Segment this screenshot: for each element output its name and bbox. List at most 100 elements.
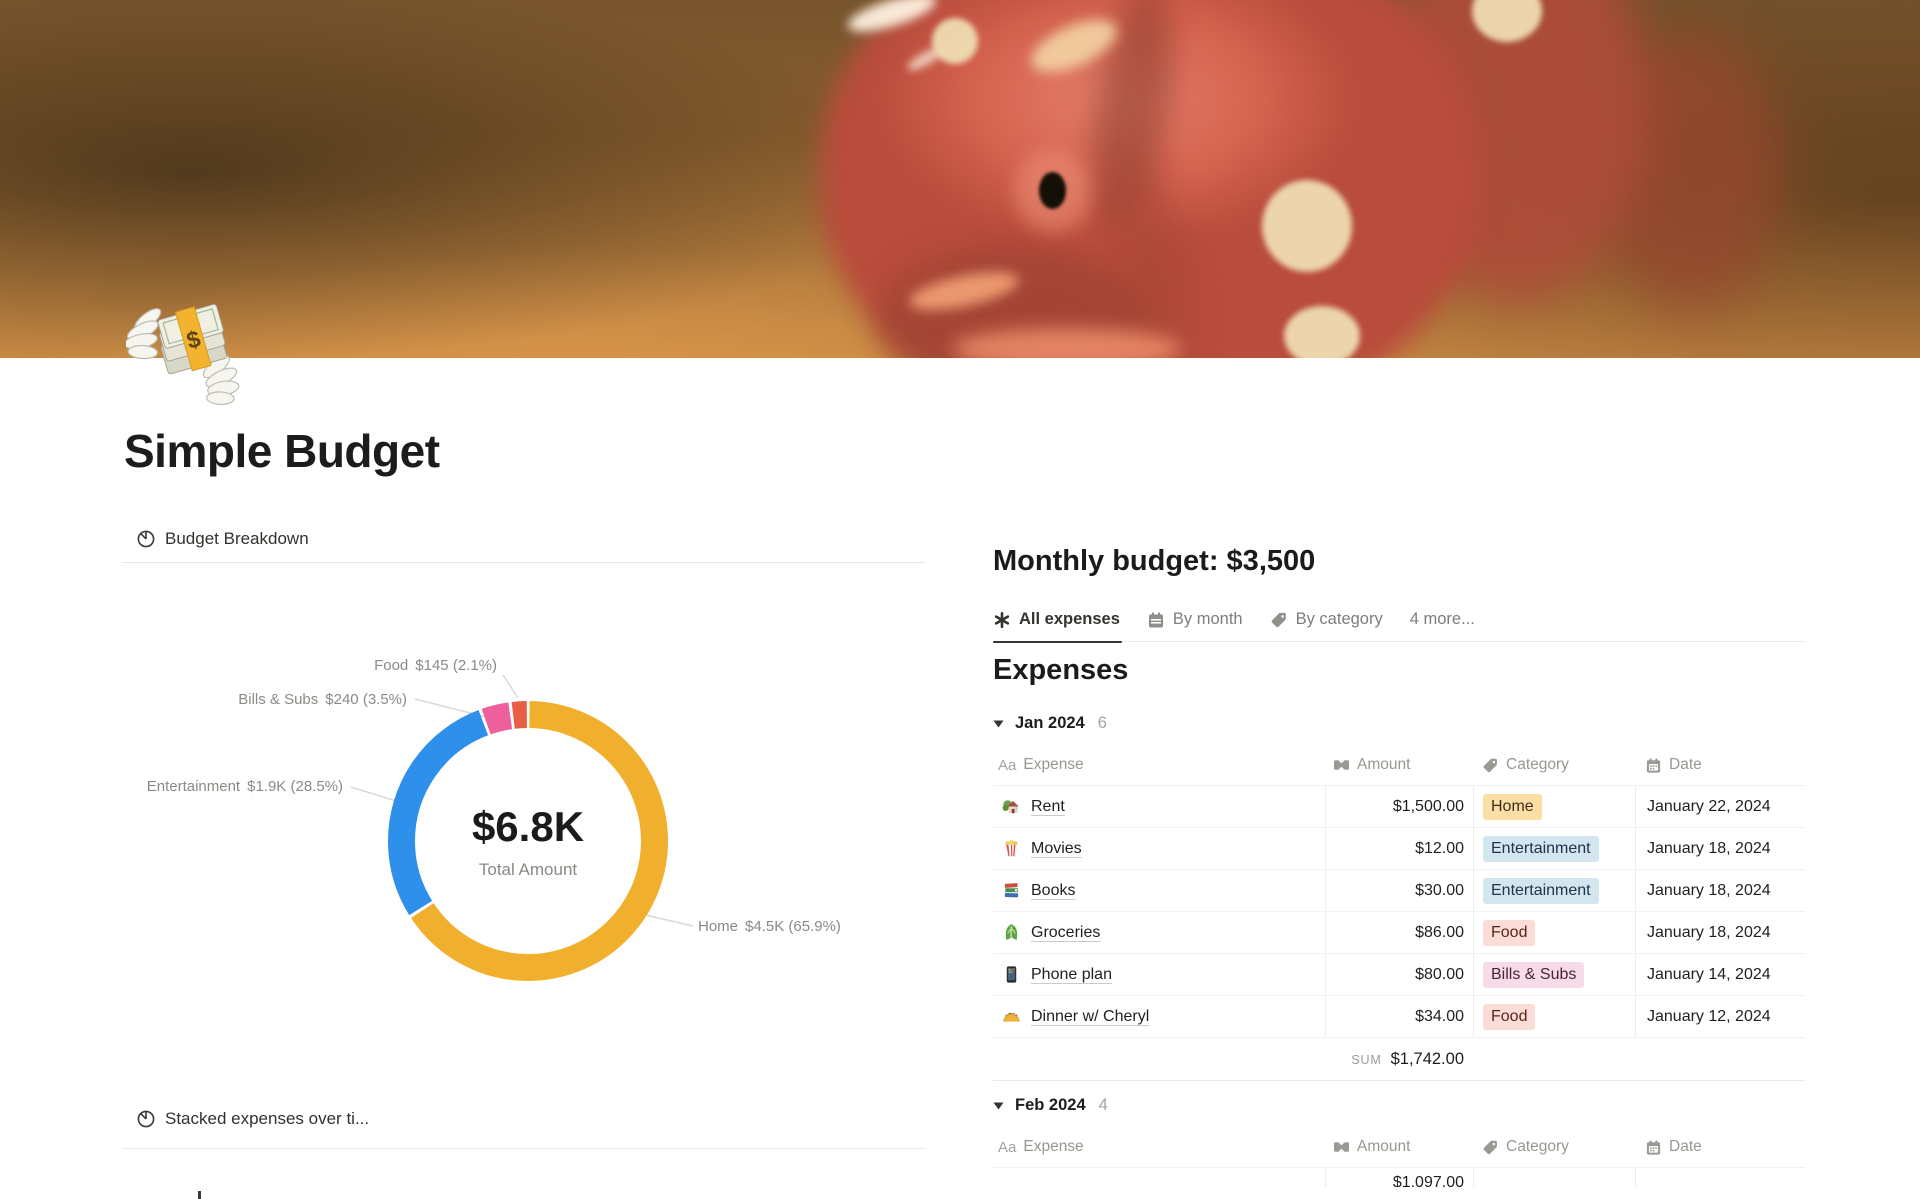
date-cell[interactable]: January 18, 2024 (1635, 828, 1805, 869)
group-header-feb-2024: Feb 2024 4 (993, 1096, 1805, 1115)
divider (122, 1148, 925, 1149)
expense-name-cell[interactable]: Movies (993, 828, 1325, 869)
budget-database: Monthly budget: $3,500 All expenses By m… (993, 530, 1805, 1187)
table-row-books: Books $30.00 Entertainment January 18, 2… (993, 869, 1805, 911)
calendar-icon (1646, 757, 1661, 773)
sum-label: SUM (1351, 1052, 1382, 1067)
expense-name-cell[interactable]: Books (993, 870, 1325, 911)
money-with-wings-icon: $ (123, 303, 240, 406)
amount-cell[interactable]: $1,500.00 (1325, 786, 1473, 827)
budget-breakdown-header[interactable]: Budget Breakdown (136, 529, 309, 549)
date-cell[interactable]: January 18, 2024 (1635, 870, 1805, 911)
category-cell[interactable]: Bills & Subs (1473, 954, 1635, 995)
amount-cell[interactable]: $12.00 (1325, 828, 1473, 869)
column-header-expense[interactable]: Aa Expense (998, 1138, 1084, 1156)
tab-more-views[interactable]: 4 more... (1409, 610, 1475, 628)
expense-name-cell[interactable]: Rent (993, 786, 1325, 827)
category-tag: Food (1483, 1003, 1536, 1030)
amount-cell[interactable]: $34.00 (1325, 996, 1473, 1037)
text-property-icon: Aa (998, 756, 1017, 774)
category-cell[interactable]: Home (1473, 786, 1635, 827)
taco-emoji-icon (1003, 1012, 1020, 1022)
tag-icon (1483, 1140, 1497, 1154)
piggy-bank-spot (1262, 180, 1352, 272)
donut-center: $6.8K Total Amount (383, 696, 673, 986)
category-cell[interactable]: Food (1473, 996, 1635, 1037)
date-cell[interactable]: January 12, 2024 (1635, 996, 1805, 1037)
page-icon-money-with-wings[interactable]: $ (123, 300, 244, 408)
column-header-amount[interactable]: Amount (1325, 1138, 1473, 1156)
expense-name-cell[interactable]: Dinner w/ Cheryl (993, 996, 1325, 1037)
group-count: 6 (1097, 714, 1107, 732)
column-header-amount[interactable]: Amount (1325, 756, 1473, 774)
expense-name[interactable]: Dinner w/ Cheryl (1031, 1007, 1150, 1025)
date-cell[interactable]: January 22, 2024 (1635, 786, 1805, 827)
donut-label-home: Home $4.5K (65.9%) (698, 918, 841, 935)
collapse-triangle-icon[interactable] (993, 720, 1004, 728)
piggy-bank-background-blob (1600, 30, 1780, 310)
amount-cell[interactable]: $30.00 (1325, 870, 1473, 911)
amount-cell[interactable]: $1,097.00 (1325, 1168, 1473, 1187)
donut-segment-entertainment (388, 701, 668, 981)
category-cell[interactable] (1473, 1168, 1635, 1187)
stacked-expenses-title: Stacked expenses over ti... (165, 1109, 370, 1128)
monthly-budget-heading: Monthly budget: $3,500 (993, 545, 1316, 577)
sum-row[interactable]: SUM $1,742.00 (993, 1038, 1805, 1081)
expense-name[interactable]: Rent (1031, 797, 1065, 815)
column-header-date[interactable]: Date (1635, 756, 1805, 774)
expense-name[interactable]: Books (1031, 881, 1076, 899)
tab-by-category[interactable]: By category (1270, 610, 1383, 629)
pie-chart-icon (137, 1110, 155, 1128)
banknote-icon (1333, 760, 1350, 770)
donut-total-label: Total Amount (478, 859, 578, 879)
collapse-triangle-icon[interactable] (993, 1102, 1004, 1110)
expense-name[interactable]: Phone plan (1031, 965, 1112, 983)
date-cell[interactable] (1635, 1168, 1805, 1187)
piggy-bank-chin-highlight (952, 328, 1182, 358)
piggy-bank-gloss (844, 0, 940, 39)
tab-all-expenses[interactable]: All expenses (993, 610, 1122, 643)
amount-cell[interactable]: $80.00 (1325, 954, 1473, 995)
column-header-expense[interactable]: Aa Expense (998, 756, 1084, 774)
cover-image (0, 0, 1920, 358)
category-tag: Home (1483, 793, 1542, 820)
table-body: Rent $1,500.00 Home January 22, 2024 Mov… (993, 785, 1805, 1038)
category-tag: Entertainment (1483, 877, 1599, 904)
column-header-category[interactable]: Category (1473, 756, 1635, 774)
expense-name[interactable]: Movies (1031, 839, 1082, 857)
page-title: Simple Budget (124, 425, 440, 477)
category-cell[interactable]: Entertainment (1473, 870, 1635, 911)
date-cell[interactable]: January 18, 2024 (1635, 912, 1805, 953)
date-cell[interactable]: January 14, 2024 (1635, 954, 1805, 995)
category-tag: Food (1483, 919, 1536, 946)
piggy-bank-shoulder (1380, 0, 1650, 300)
budget-breakdown-title: Budget Breakdown (165, 529, 309, 548)
expense-name-cell[interactable] (993, 1168, 1325, 1187)
banknote-icon (1333, 1142, 1350, 1152)
table-row-partial: $1,097.00 (993, 1167, 1805, 1187)
charts-column: Budget Breakdown $6.8K Total Amount Food… (122, 515, 925, 1199)
column-header-date[interactable]: Date (1635, 1138, 1805, 1156)
piggy-bank-ear-highlight (1023, 9, 1125, 83)
expense-name[interactable]: Groceries (1031, 923, 1101, 941)
tag-icon (1271, 612, 1286, 627)
group-label: Jan 2024 (1015, 714, 1085, 732)
category-tag: Bills & Subs (1483, 961, 1585, 988)
piggy-bank-body (820, 0, 1480, 358)
amount-cell[interactable]: $86.00 (1325, 912, 1473, 953)
piggy-bank-eye-rim (1014, 150, 1090, 232)
expense-name-cell[interactable]: Groceries (993, 912, 1325, 953)
group-header-jan-2024: Jan 2024 6 (993, 714, 1805, 733)
stacked-expenses-header[interactable]: Stacked expenses over ti... (136, 1109, 369, 1129)
expenses-heading: Expenses (993, 654, 1129, 686)
expense-name-cell[interactable]: Phone plan (993, 954, 1325, 995)
table-header-row: Aa Expense Amount Category (993, 1127, 1805, 1167)
tab-by-month[interactable]: By month (1147, 610, 1243, 629)
next-chart-fragment (198, 1191, 201, 1199)
column-header-category[interactable]: Category (1473, 1138, 1635, 1156)
divider (122, 562, 925, 563)
group-count: 4 (1098, 1096, 1108, 1114)
category-cell[interactable]: Entertainment (1473, 828, 1635, 869)
category-cell[interactable]: Food (1473, 912, 1635, 953)
piggy-bank-snout-shadow (876, 246, 1146, 358)
